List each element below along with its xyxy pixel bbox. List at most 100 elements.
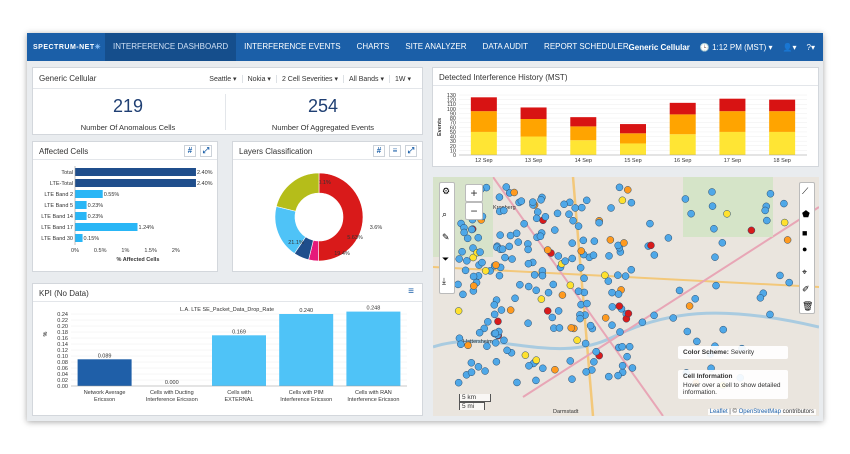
- cell-marker: [461, 266, 470, 275]
- edit-layers-icon[interactable]: ✐: [802, 284, 810, 294]
- paint-brush-icon[interactable]: ✎: [442, 232, 450, 242]
- history-bar-segment: [769, 131, 796, 155]
- cell-marker: [480, 324, 489, 333]
- interference-map[interactable]: KronbergHattersheimDarmstadt ⚙ ⌕ ✎ ⏷ ⤓ +…: [433, 177, 819, 416]
- cell-marker: [553, 209, 562, 218]
- scale-km: 5 km: [459, 394, 491, 402]
- list-view-button[interactable]: ≡: [389, 145, 401, 157]
- filter-bands[interactable]: All Bands ▾: [342, 75, 389, 83]
- cell-marker: [608, 303, 617, 311]
- y-tick-label: 40: [450, 135, 456, 141]
- draw-polygon-icon[interactable]: ⬟: [802, 209, 810, 219]
- draw-circle-icon[interactable]: ●: [802, 244, 808, 254]
- nav-interference-dashboard[interactable]: INTERFERENCE DASHBOARD: [105, 33, 237, 61]
- x-tick-label: 16 Sep: [674, 158, 691, 164]
- expand-button[interactable]: ⤢: [200, 145, 212, 157]
- cell-marker: [524, 282, 533, 291]
- cell-marker: [549, 280, 558, 289]
- cell-marker: [608, 288, 616, 297]
- chevron-down-icon: ▾: [766, 42, 773, 52]
- cell-marker: [483, 342, 491, 350]
- filter-severity[interactable]: 2 Cell Severities ▾: [275, 75, 343, 83]
- cell-marker: [524, 319, 532, 327]
- nav-interference-events[interactable]: INTERFERENCE EVENTS: [244, 42, 341, 51]
- clock-icon: 🕒: [699, 42, 713, 52]
- cell-marker: [494, 317, 502, 326]
- draw-rectangle-icon[interactable]: ■: [802, 228, 808, 238]
- slice-label: 50.1%: [315, 180, 331, 186]
- aggregated-events-stat: 254 Number Of Aggregated Events: [228, 96, 418, 132]
- help-icon[interactable]: ?▾: [806, 42, 815, 52]
- cell-marker: [538, 271, 547, 280]
- history-bar-segment: [769, 111, 796, 132]
- nav-report-scheduler[interactable]: REPORT SCHEDULER: [544, 42, 629, 51]
- settings-gear-icon[interactable]: ⚙: [442, 186, 451, 196]
- bar-value-label: 0.15%: [84, 236, 100, 242]
- filter-period[interactable]: 1W ▾: [389, 75, 416, 83]
- history-bar-segment: [620, 124, 646, 134]
- filter-bands-label: All Bands: [348, 76, 379, 83]
- nav-charts[interactable]: CHARTS: [356, 42, 390, 51]
- download-icon[interactable]: ⤓: [442, 276, 446, 286]
- kpi-bar: [279, 314, 334, 386]
- osm-link[interactable]: OpenStreetMap: [738, 409, 781, 415]
- delete-layers-icon[interactable]: 🗑: [802, 301, 814, 311]
- expand-button[interactable]: ⤢: [405, 145, 417, 157]
- search-icon[interactable]: ⌕: [442, 209, 448, 219]
- cell-marker: [589, 251, 598, 259]
- cell-marker: [766, 310, 774, 319]
- donut-slice: [318, 172, 364, 262]
- layers-header: [233, 142, 422, 160]
- filter-icon[interactable]: ⏷: [442, 254, 450, 264]
- y-tick-label: 0.06: [57, 366, 68, 372]
- brand-logo[interactable]: SPECTRUM-NET✳: [33, 43, 101, 51]
- bar-category-label: LTE Band 30: [41, 236, 73, 242]
- cell-marker: [747, 226, 756, 235]
- nav-site-analyzer[interactable]: SITE ANALYZER: [405, 42, 467, 51]
- attribution-tail: contributors: [780, 409, 814, 415]
- filter-region[interactable]: Seattle ▾: [209, 76, 237, 83]
- account-name[interactable]: Generic Cellular: [628, 42, 690, 52]
- highway-line: [571, 177, 595, 416]
- cell-marker: [785, 278, 793, 287]
- draw-marker-icon[interactable]: ⌖: [802, 267, 808, 277]
- cell-marker: [718, 239, 727, 247]
- color-scheme-legend[interactable]: Color Scheme: Severity: [678, 346, 788, 359]
- cell-marker: [608, 321, 616, 329]
- history-bar-segment: [520, 119, 547, 137]
- cell-marker: [614, 271, 622, 279]
- user-menu-icon[interactable]: 👤▾: [782, 42, 797, 52]
- cell-marker: [530, 271, 539, 279]
- summary-header: [33, 68, 422, 89]
- attribution-separator: | ©: [727, 409, 739, 415]
- cell-marker: [458, 247, 466, 256]
- y-axis-title: Events: [437, 118, 443, 136]
- map-canvas[interactable]: KronbergHattersheimDarmstadt: [433, 177, 819, 416]
- grid-view-button[interactable]: #: [184, 145, 196, 157]
- nav-data-audit[interactable]: DATA AUDIT: [482, 42, 529, 51]
- cell-marker: [693, 337, 701, 346]
- cell-marker: [675, 286, 684, 295]
- cell-marker: [615, 302, 624, 310]
- cell-marker: [525, 362, 533, 370]
- leaflet-link[interactable]: Leaflet: [709, 409, 728, 415]
- cell-marker: [565, 210, 573, 218]
- bar-value-label: 2.40%: [197, 170, 213, 176]
- zoom-in-button[interactable]: +: [465, 184, 483, 202]
- cell-marker: [457, 340, 465, 348]
- menu-button[interactable]: ≡: [405, 287, 417, 299]
- draw-line-icon[interactable]: ⟋: [802, 186, 809, 196]
- cell-marker: [492, 358, 501, 366]
- x-tick-label: 18 Sep: [773, 158, 790, 164]
- history-bar-segment: [669, 102, 696, 115]
- history-bar-segment: [570, 117, 597, 127]
- cell-marker: [568, 375, 576, 383]
- cell-marker: [532, 376, 540, 385]
- grid-view-button[interactable]: #: [373, 145, 385, 157]
- cell-marker: [590, 237, 599, 245]
- zoom-out-button[interactable]: −: [465, 202, 483, 220]
- kpi-bar: [77, 359, 132, 386]
- clock-display[interactable]: 🕒 1:12 PM (MST) ▾: [700, 43, 773, 52]
- filter-vendor[interactable]: Nokia ▾: [241, 75, 276, 83]
